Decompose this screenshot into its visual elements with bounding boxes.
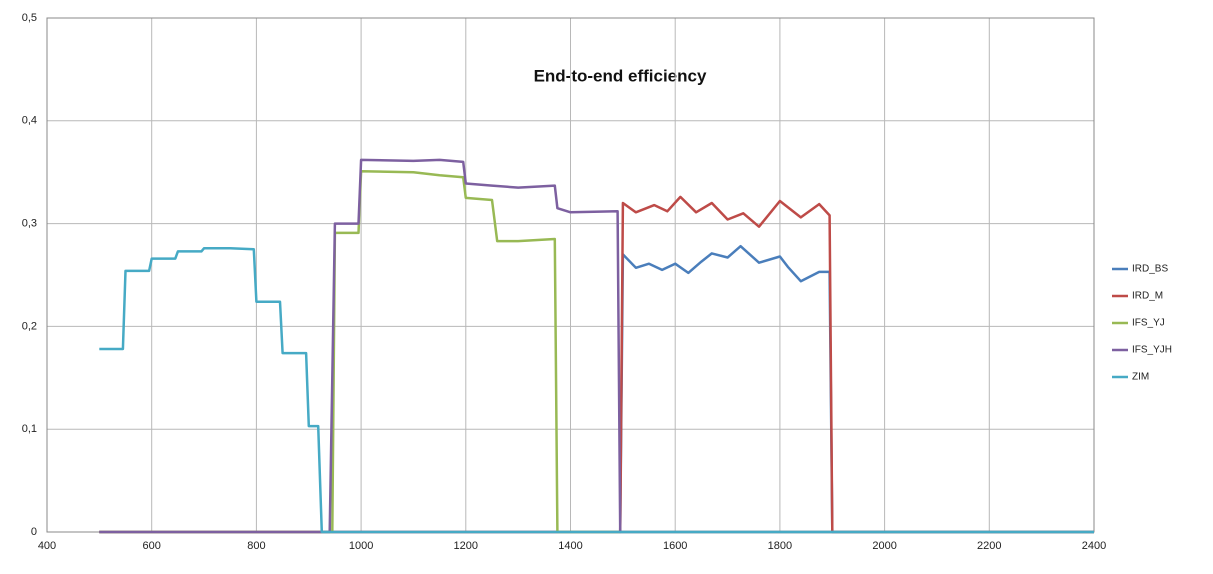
x-tick-label: 400 [38, 540, 56, 552]
y-tick-label: 0,3 [22, 218, 37, 230]
x-tick-label: 2000 [872, 540, 896, 552]
series-line [99, 195, 1094, 534]
x-tick-label: 2200 [977, 540, 1001, 552]
series-line [99, 247, 1094, 534]
x-tick-label: 1400 [558, 540, 582, 552]
x-tick-label: 1800 [768, 540, 792, 552]
legend-label: IFS_YJ [1132, 318, 1165, 329]
legend-label: ZIM [1132, 372, 1149, 383]
series-line [99, 244, 1094, 534]
legend-label: IRD_BS [1132, 264, 1168, 275]
legend-label: IFS_YJH [1132, 345, 1172, 356]
y-tick-label: 0 [31, 526, 37, 538]
chart-title: End-to-end efficiency [534, 66, 707, 85]
y-tick-label: 0,1 [22, 423, 37, 435]
x-tick-label: 600 [143, 540, 161, 552]
x-tick-label: 2400 [1082, 540, 1106, 552]
y-tick-label: 0,5 [22, 12, 37, 24]
series-line [99, 169, 1094, 534]
series-line [99, 158, 1094, 534]
x-tick-label: 1200 [454, 540, 478, 552]
x-tick-label: 800 [247, 540, 265, 552]
x-tick-label: 1000 [349, 540, 373, 552]
x-tick-label: 1600 [663, 540, 687, 552]
legend-label: IRD_M [1132, 291, 1163, 302]
y-tick-label: 0,4 [22, 115, 37, 127]
y-tick-label: 0,2 [22, 320, 37, 332]
